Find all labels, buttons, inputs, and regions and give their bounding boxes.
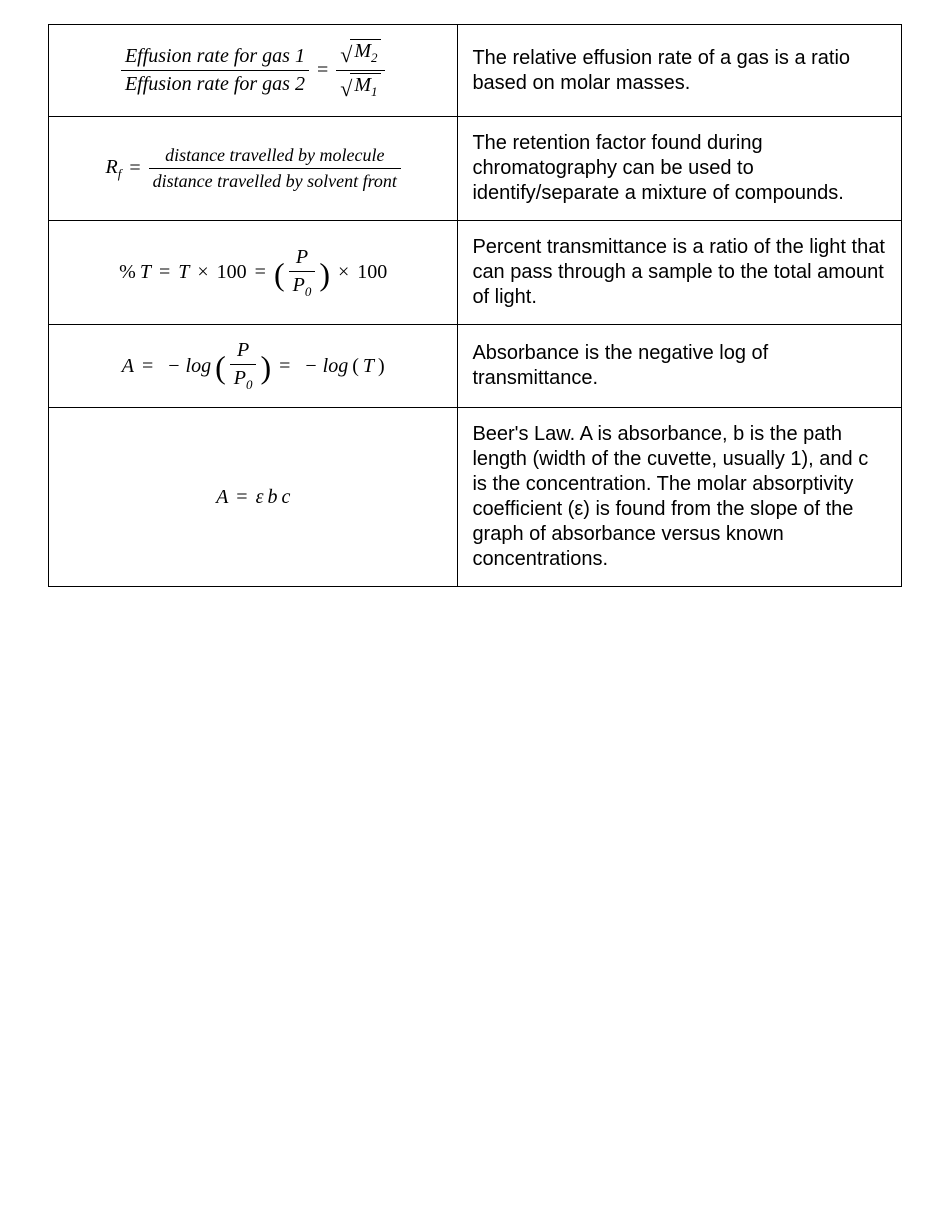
formula-cell-pctT: %T = T × 100 = ( P P0 ) × 100: [49, 221, 458, 325]
P0-var: P: [293, 274, 305, 296]
times-sign: ×: [334, 261, 353, 284]
sqrt-icon: √ M2: [340, 39, 381, 66]
m1-sub: 1: [371, 84, 378, 99]
desc-cell: The relative effusion rate of a gas is a…: [458, 25, 902, 117]
table-row: Rf = distance travelled by molecule dist…: [49, 117, 902, 221]
rf-den: distance travelled by solvent front: [149, 168, 401, 192]
eps-var: ε: [256, 486, 264, 509]
minus-sign: −: [298, 355, 318, 378]
T-var: T: [140, 261, 151, 284]
P-var: P: [292, 246, 312, 271]
minus-sign: −: [161, 355, 181, 378]
equals-sign: =: [313, 59, 332, 82]
lparen-icon: (: [274, 262, 285, 288]
rparen-icon: ): [319, 262, 330, 288]
desc-cell: Absorbance is the negative log of transm…: [458, 325, 902, 408]
desc-cell: Beer's Law. A is absorbance, b is the pa…: [458, 408, 902, 587]
formula-cell-beer: A = εbc: [49, 408, 458, 587]
table-row: A = −log ( P P0 ) = −log(T) Absorbance i…: [49, 325, 902, 408]
desc-cell: Percent transmittance is a ratio of the …: [458, 221, 902, 325]
equals-sign: =: [125, 157, 144, 180]
formula-cell-A: A = −log ( P P0 ) = −log(T): [49, 325, 458, 408]
sqrt-icon: √ M1: [340, 73, 381, 100]
desc-cell: The retention factor found during chroma…: [458, 117, 902, 221]
formula-cell-effusion: Effusion rate for gas 1 Effusion rate fo…: [49, 25, 458, 117]
effusion-den: Effusion rate for gas 2: [121, 70, 309, 96]
P0-var: P: [234, 367, 246, 389]
log-fn: log: [323, 355, 349, 378]
lparen-icon: (: [215, 355, 226, 381]
A-var: A: [122, 355, 134, 378]
P-var: P: [233, 339, 253, 364]
T-var: T: [178, 261, 189, 284]
A-var: A: [216, 486, 228, 509]
equals-sign: =: [275, 355, 294, 378]
m2-var: M: [354, 40, 371, 62]
m1-var: M: [354, 74, 371, 96]
rparen-icon: ): [378, 355, 385, 378]
P0-sub: 0: [246, 377, 253, 392]
T-var: T: [363, 355, 374, 378]
rparen-icon: ): [260, 355, 271, 381]
equals-sign: =: [138, 355, 157, 378]
c-var: c: [281, 486, 290, 509]
b-var: b: [267, 486, 277, 509]
lparen-icon: (: [352, 355, 359, 378]
effusion-num: Effusion rate for gas 1: [121, 45, 309, 70]
rf-var: R: [106, 156, 118, 178]
table-row: Effusion rate for gas 1 Effusion rate fo…: [49, 25, 902, 117]
times-sign: ×: [193, 261, 212, 284]
m2-sub: 2: [371, 50, 378, 65]
equals-sign: =: [232, 486, 251, 509]
pct-sign: %: [119, 261, 136, 284]
hundred: 100: [357, 261, 387, 284]
hundred: 100: [217, 261, 247, 284]
rf-num: distance travelled by molecule: [161, 145, 388, 168]
equals-sign: =: [251, 261, 270, 284]
formula-cell-rf: Rf = distance travelled by molecule dist…: [49, 117, 458, 221]
P0-sub: 0: [305, 284, 312, 299]
table-row: %T = T × 100 = ( P P0 ) × 100 Percent tr…: [49, 221, 902, 325]
log-fn: log: [186, 355, 212, 378]
equals-sign: =: [155, 261, 174, 284]
table-row: A = εbc Beer's Law. A is absorbance, b i…: [49, 408, 902, 587]
formula-table: Effusion rate for gas 1 Effusion rate fo…: [48, 24, 902, 587]
rf-sub: f: [118, 166, 122, 181]
page: Effusion rate for gas 1 Effusion rate fo…: [0, 0, 950, 587]
